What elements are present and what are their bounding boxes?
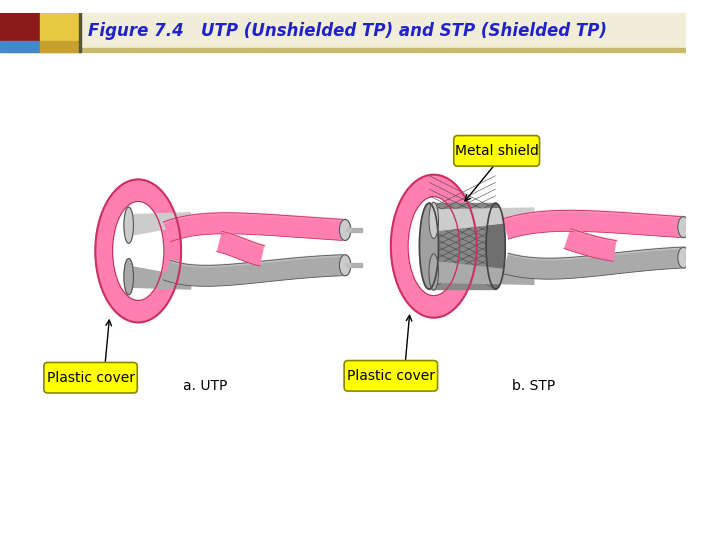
Ellipse shape [124, 207, 133, 244]
Bar [688, 225, 701, 229]
Bar [0, 48, 686, 52]
Ellipse shape [346, 264, 351, 267]
Bar [688, 256, 701, 260]
Ellipse shape [346, 228, 351, 232]
Polygon shape [129, 213, 191, 235]
Bar [0, 12, 40, 41]
Ellipse shape [95, 179, 181, 322]
Ellipse shape [685, 256, 690, 260]
Ellipse shape [391, 174, 477, 318]
Bar [429, 203, 495, 289]
Ellipse shape [112, 201, 164, 300]
Polygon shape [163, 255, 343, 286]
Text: Plastic cover: Plastic cover [47, 371, 135, 384]
FancyBboxPatch shape [44, 362, 138, 393]
Polygon shape [129, 266, 191, 289]
Bar [79, 12, 81, 52]
FancyBboxPatch shape [454, 136, 539, 166]
Bar [349, 228, 362, 232]
Ellipse shape [678, 247, 689, 268]
Ellipse shape [486, 203, 505, 289]
Ellipse shape [685, 225, 690, 229]
Polygon shape [163, 213, 344, 242]
Text: b. STP: b. STP [512, 379, 555, 393]
Bar [40, 12, 80, 41]
Text: Plastic cover: Plastic cover [347, 369, 435, 383]
Ellipse shape [678, 217, 689, 238]
Bar [40, 41, 80, 52]
Polygon shape [564, 228, 616, 261]
Polygon shape [217, 231, 264, 266]
Ellipse shape [429, 202, 438, 239]
Bar [349, 264, 362, 267]
Text: Figure 7.4   UTP (Unshielded TP) and STP (Shielded TP): Figure 7.4 UTP (Unshielded TP) and STP (… [88, 22, 607, 40]
Ellipse shape [429, 254, 438, 290]
Polygon shape [502, 211, 683, 239]
Polygon shape [503, 247, 682, 279]
Text: Metal shield: Metal shield [455, 144, 539, 158]
Ellipse shape [339, 219, 351, 240]
Polygon shape [433, 208, 534, 231]
FancyBboxPatch shape [344, 361, 438, 391]
Ellipse shape [124, 259, 133, 295]
Text: a. UTP: a. UTP [183, 379, 227, 393]
Ellipse shape [420, 203, 438, 289]
Bar [0, 41, 40, 52]
Polygon shape [433, 261, 534, 284]
Ellipse shape [408, 197, 459, 296]
Bar [0, 12, 686, 48]
Ellipse shape [339, 255, 351, 276]
